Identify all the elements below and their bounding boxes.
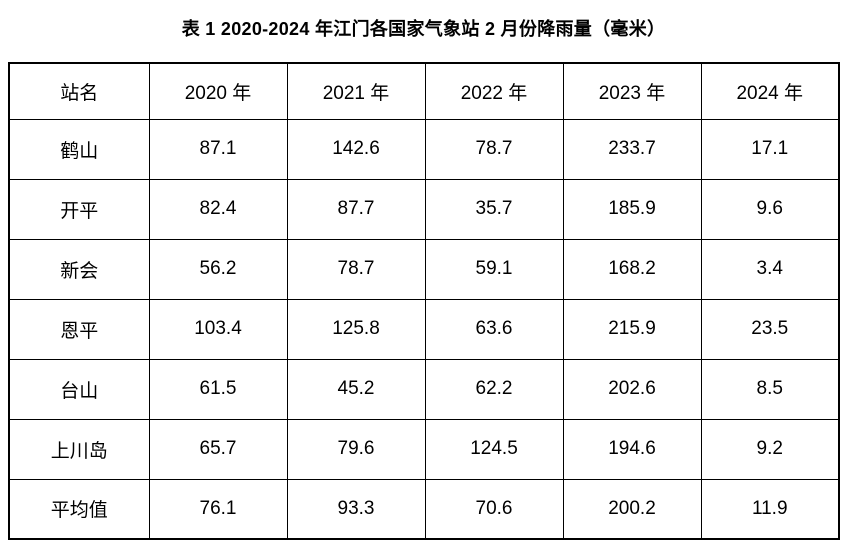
value-cell: 194.6 — [562, 418, 702, 480]
value-cell: 215.9 — [562, 298, 702, 360]
value-cell: 168.2 — [562, 238, 702, 300]
value-cell: 78.7 — [424, 118, 564, 180]
station-cell: 开平 — [8, 178, 150, 240]
column-header-2022: 2022 年 — [424, 62, 564, 120]
value-cell: 45.2 — [286, 358, 426, 420]
value-cell: 62.2 — [424, 358, 564, 420]
station-cell: 新会 — [8, 238, 150, 300]
value-cell: 3.4 — [700, 238, 840, 300]
value-cell: 202.6 — [562, 358, 702, 420]
value-cell: 17.1 — [700, 118, 840, 180]
column-header-2021: 2021 年 — [286, 62, 426, 120]
value-cell: 200.2 — [562, 478, 702, 540]
table-row-taishan: 台山 61.5 45.2 62.2 202.6 8.5 — [8, 358, 840, 420]
table-row-xinhui: 新会 56.2 78.7 59.1 168.2 3.4 — [8, 238, 840, 300]
value-cell: 35.7 — [424, 178, 564, 240]
column-header-2024: 2024 年 — [700, 62, 840, 120]
table-title: 表 1 2020-2024 年江门各国家气象站 2 月份降雨量（毫米） — [181, 19, 666, 39]
rainfall-table: 站名 2020 年 2021 年 2022 年 2023 年 2024 年 鹤山… — [8, 62, 840, 540]
value-cell: 78.7 — [286, 238, 426, 300]
table-row-heshan: 鹤山 87.1 142.6 78.7 233.7 17.1 — [8, 118, 840, 180]
table-row-kaiping: 开平 82.4 87.7 35.7 185.9 9.6 — [8, 178, 840, 240]
value-cell: 8.5 — [700, 358, 840, 420]
table-row-shangchuandao: 上川岛 65.7 79.6 124.5 194.6 9.2 — [8, 418, 840, 480]
value-cell: 103.4 — [148, 298, 288, 360]
station-cell: 上川岛 — [8, 418, 150, 480]
value-cell: 87.1 — [148, 118, 288, 180]
value-cell: 87.7 — [286, 178, 426, 240]
station-cell: 鹤山 — [8, 118, 150, 180]
value-cell: 23.5 — [700, 298, 840, 360]
value-cell: 70.6 — [424, 478, 564, 540]
value-cell: 233.7 — [562, 118, 702, 180]
value-cell: 9.6 — [700, 178, 840, 240]
value-cell: 125.8 — [286, 298, 426, 360]
value-cell: 65.7 — [148, 418, 288, 480]
value-cell: 93.3 — [286, 478, 426, 540]
value-cell: 63.6 — [424, 298, 564, 360]
station-cell: 台山 — [8, 358, 150, 420]
value-cell: 79.6 — [286, 418, 426, 480]
value-cell: 76.1 — [148, 478, 288, 540]
value-cell: 9.2 — [700, 418, 840, 480]
station-cell: 平均值 — [8, 478, 150, 540]
column-header-station: 站名 — [8, 62, 150, 120]
value-cell: 142.6 — [286, 118, 426, 180]
value-cell: 185.9 — [562, 178, 702, 240]
column-header-2020: 2020 年 — [148, 62, 288, 120]
value-cell: 11.9 — [700, 478, 840, 540]
table-row-average: 平均值 76.1 93.3 70.6 200.2 11.9 — [8, 478, 840, 540]
table-row-enping: 恩平 103.4 125.8 63.6 215.9 23.5 — [8, 298, 840, 360]
value-cell: 59.1 — [424, 238, 564, 300]
value-cell: 56.2 — [148, 238, 288, 300]
header-row: 站名 2020 年 2021 年 2022 年 2023 年 2024 年 — [8, 62, 840, 120]
station-cell: 恩平 — [8, 298, 150, 360]
value-cell: 124.5 — [424, 418, 564, 480]
column-header-2023: 2023 年 — [562, 62, 702, 120]
value-cell: 82.4 — [148, 178, 288, 240]
value-cell: 61.5 — [148, 358, 288, 420]
